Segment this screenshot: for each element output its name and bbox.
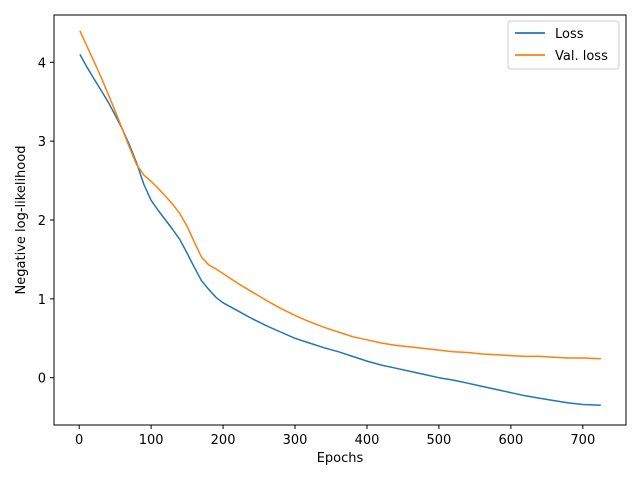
- x-tick-label: 200: [211, 433, 236, 448]
- plot-frame: [53, 14, 627, 426]
- x-tick-label: 500: [427, 433, 452, 448]
- y-tick-label: 2: [38, 214, 46, 229]
- y-tick-label: 1: [38, 293, 46, 308]
- legend-label-val-loss: Val. loss: [555, 49, 608, 64]
- y-tick-label: 3: [38, 135, 46, 150]
- y-axis-label: Negative log-likelihood: [14, 146, 29, 295]
- legend-label-loss: Loss: [555, 27, 584, 42]
- legend: Loss Val. loss: [507, 20, 620, 70]
- y-tick-label: 4: [38, 56, 46, 71]
- x-tick-label: 600: [498, 433, 523, 448]
- x-tick-label: 0: [75, 433, 83, 448]
- series-line-loss: [79, 54, 601, 407]
- x-tick-label: 100: [139, 433, 164, 448]
- x-tick-label: 700: [570, 433, 595, 448]
- x-tick-label: 300: [283, 433, 308, 448]
- x-axis-label: Epochs: [317, 451, 364, 466]
- series-layer: [79, 30, 601, 407]
- x-axis: 0 100 200 300 400 500 600 700: [75, 425, 595, 448]
- y-axis: 0 1 2 3 4: [38, 56, 54, 387]
- x-tick-label: 400: [355, 433, 380, 448]
- series-line-val-loss: [79, 30, 601, 360]
- y-tick-label: 0: [38, 372, 46, 387]
